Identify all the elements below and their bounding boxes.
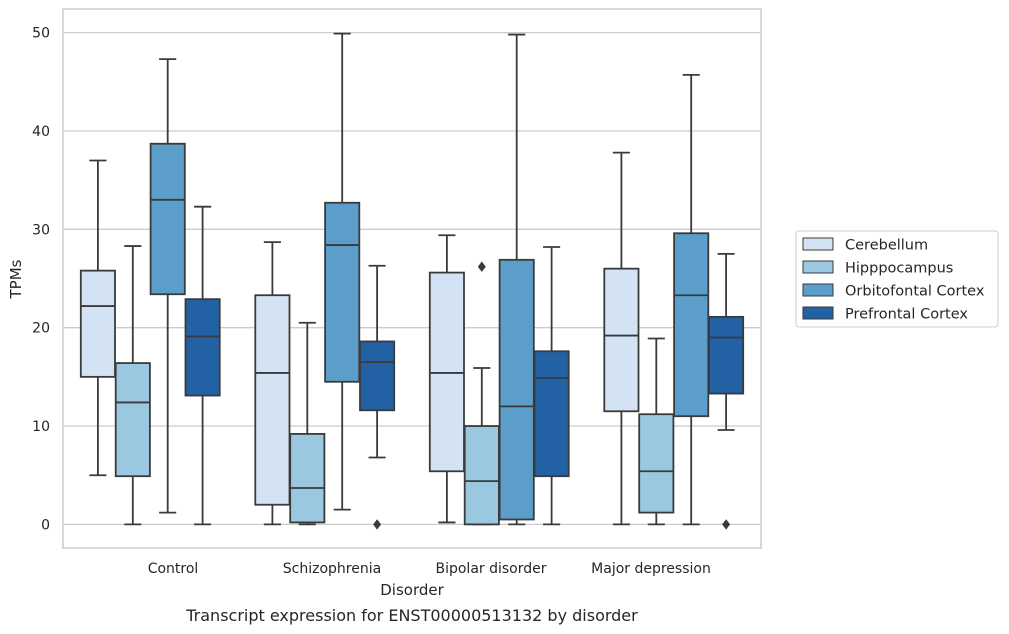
plot-area-frame <box>62 8 762 549</box>
box-major-depression <box>603 267 640 413</box>
legend-swatch-hippocampus <box>802 260 834 274</box>
x-tick-label-major-depression: Major depression <box>591 561 711 577</box>
legend-swatch-orbitofrontal <box>802 283 834 297</box>
y-tick-label-50: 50 <box>32 26 50 42</box>
legend-frame <box>795 230 999 328</box>
x-axis-label: Disorder <box>380 581 444 599</box>
y-tick-label-30: 30 <box>32 222 50 238</box>
legend-label-prefrontal: Prefrontal Cortex <box>845 307 968 323</box>
series-cerebellum <box>79 151 640 526</box>
box-bipolar-disorder <box>428 271 465 473</box>
y-tick-label-10: 10 <box>32 419 50 435</box>
x-tick-label-bipolar: Bipolar disorder <box>435 561 546 577</box>
box-bipolar-disorder <box>463 425 500 526</box>
box-major-depression <box>673 232 710 418</box>
box-bipolar-disorder <box>533 350 570 478</box>
box-control <box>114 362 151 478</box>
boxes-layer <box>79 32 745 530</box>
legend-label-hippocampus: Hipppocampus <box>845 261 953 277</box>
box-schizophrenia <box>289 433 326 524</box>
box-major-depression <box>638 413 675 514</box>
series-orbitofontal-cortex <box>149 32 710 526</box>
chart-caption: Transcript expression for ENST0000051313… <box>185 606 638 625</box>
legend-label-cerebellum: Cerebellum <box>845 238 928 254</box>
box-bipolar-disorder <box>498 258 535 521</box>
y-tick-label-0: 0 <box>41 517 50 533</box>
x-tick-label-control: Control <box>148 561 199 577</box>
legend-label-orbitofrontal: Orbitofontal Cortex <box>845 284 985 300</box>
box-control <box>149 142 186 296</box>
legend: Cerebellum Hipppocampus Orbitofontal Cor… <box>795 230 999 328</box>
box-schizophrenia <box>254 294 291 506</box>
outlier-point-schizophrenia <box>373 519 382 530</box>
box-schizophrenia <box>359 340 396 412</box>
box-schizophrenia <box>324 201 361 383</box>
y-tick-labels: 0 10 20 30 40 50 <box>32 26 50 534</box>
series-prefrontal-cortex <box>184 205 745 530</box>
y-tick-label-20: 20 <box>32 321 50 337</box>
box-control <box>184 298 221 397</box>
series-hipppocampus <box>114 245 675 526</box>
outlier-point-major-depression <box>722 519 731 530</box>
box-control <box>79 269 116 378</box>
box-major-depression <box>708 315 745 395</box>
y-tick-label-40: 40 <box>32 124 50 140</box>
x-tick-label-schizophrenia: Schizophrenia <box>283 561 381 577</box>
outlier-point-bipolar-disorder <box>477 261 486 272</box>
legend-swatch-cerebellum <box>802 237 834 251</box>
legend-swatch-prefrontal <box>802 306 834 320</box>
y-axis-label: TPMs <box>7 259 25 299</box>
